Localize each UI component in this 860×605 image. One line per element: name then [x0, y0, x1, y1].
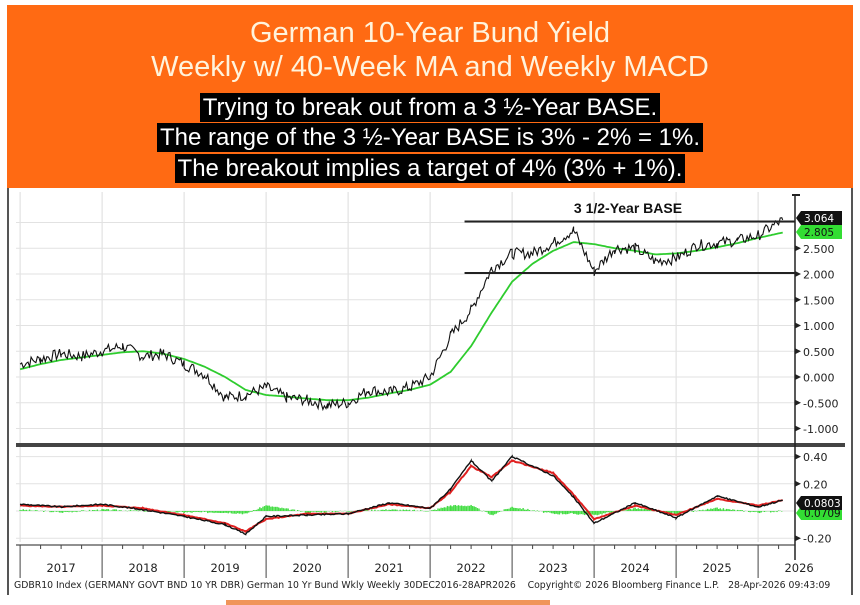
- price-panel: [19, 217, 795, 412]
- annotation-line-3: The breakout implies a target of 4% (3% …: [7, 154, 853, 183]
- macd-panel: [19, 454, 783, 536]
- source-line: GDBR10 Index (GERMANY GOVT BND 10 YR DBR…: [14, 580, 830, 591]
- timestamp-text: 28-Apr-2026 09:43:09: [728, 580, 831, 591]
- copyright-text: Copyright© 2026 Bloomberg Finance L.P.: [527, 580, 720, 591]
- source-text: GDBR10 Index (GERMANY GOVT BND 10 YR DBR…: [14, 580, 516, 591]
- title-banner: German 10-Year Bund Yield Weekly w/ 40-W…: [7, 5, 853, 188]
- svg-text:-1.000: -1.000: [803, 423, 838, 436]
- svg-text:1.500: 1.500: [803, 294, 835, 307]
- svg-text:2022: 2022: [456, 561, 485, 575]
- chart-title: German 10-Year Bund Yield: [249, 17, 611, 49]
- svg-text:2018: 2018: [128, 561, 157, 575]
- svg-text:-0.500: -0.500: [803, 397, 838, 410]
- svg-text:2021: 2021: [374, 561, 403, 575]
- svg-text:2024: 2024: [620, 561, 649, 575]
- grid-lines: [16, 192, 795, 542]
- svg-text:0.0803: 0.0803: [804, 498, 841, 510]
- axes: -1.000 -0.500 0.000 0.500 1.000 1.500 2.000 2.5…: [16, 194, 845, 578]
- svg-text:0.000: 0.000: [803, 372, 835, 385]
- svg-text:0.0709: 0.0709: [804, 508, 841, 520]
- svg-text:0.500: 0.500: [803, 346, 835, 359]
- svg-text:0.20: 0.20: [803, 478, 828, 491]
- svg-text:2.500: 2.500: [803, 243, 835, 256]
- chart-subtitle: Weekly w/ 40-Week MA and Weekly MACD: [151, 51, 709, 83]
- svg-text:0.40: 0.40: [803, 451, 828, 464]
- annotation-line-2: The range of the 3 ½-Year BASE is 3% - 2…: [7, 123, 853, 152]
- svg-text:2.000: 2.000: [803, 269, 835, 282]
- svg-text:2017: 2017: [46, 561, 75, 575]
- svg-text:2023: 2023: [538, 561, 567, 575]
- annotation-line-1: Trying to break out from a 3 ½-Year BASE…: [7, 93, 853, 122]
- svg-text:2.805: 2.805: [804, 227, 834, 239]
- svg-text:3.064: 3.064: [804, 213, 834, 225]
- svg-text:1.000: 1.000: [803, 320, 835, 333]
- svg-text:2025: 2025: [702, 561, 731, 575]
- svg-text:-0.20: -0.20: [803, 533, 831, 546]
- orange-footer-bar: [226, 600, 550, 605]
- base-annotation: 3 1/2-Year BASE: [574, 200, 682, 216]
- svg-text:2026: 2026: [784, 561, 813, 575]
- svg-text:2019: 2019: [210, 561, 239, 575]
- svg-text:2020: 2020: [292, 561, 321, 575]
